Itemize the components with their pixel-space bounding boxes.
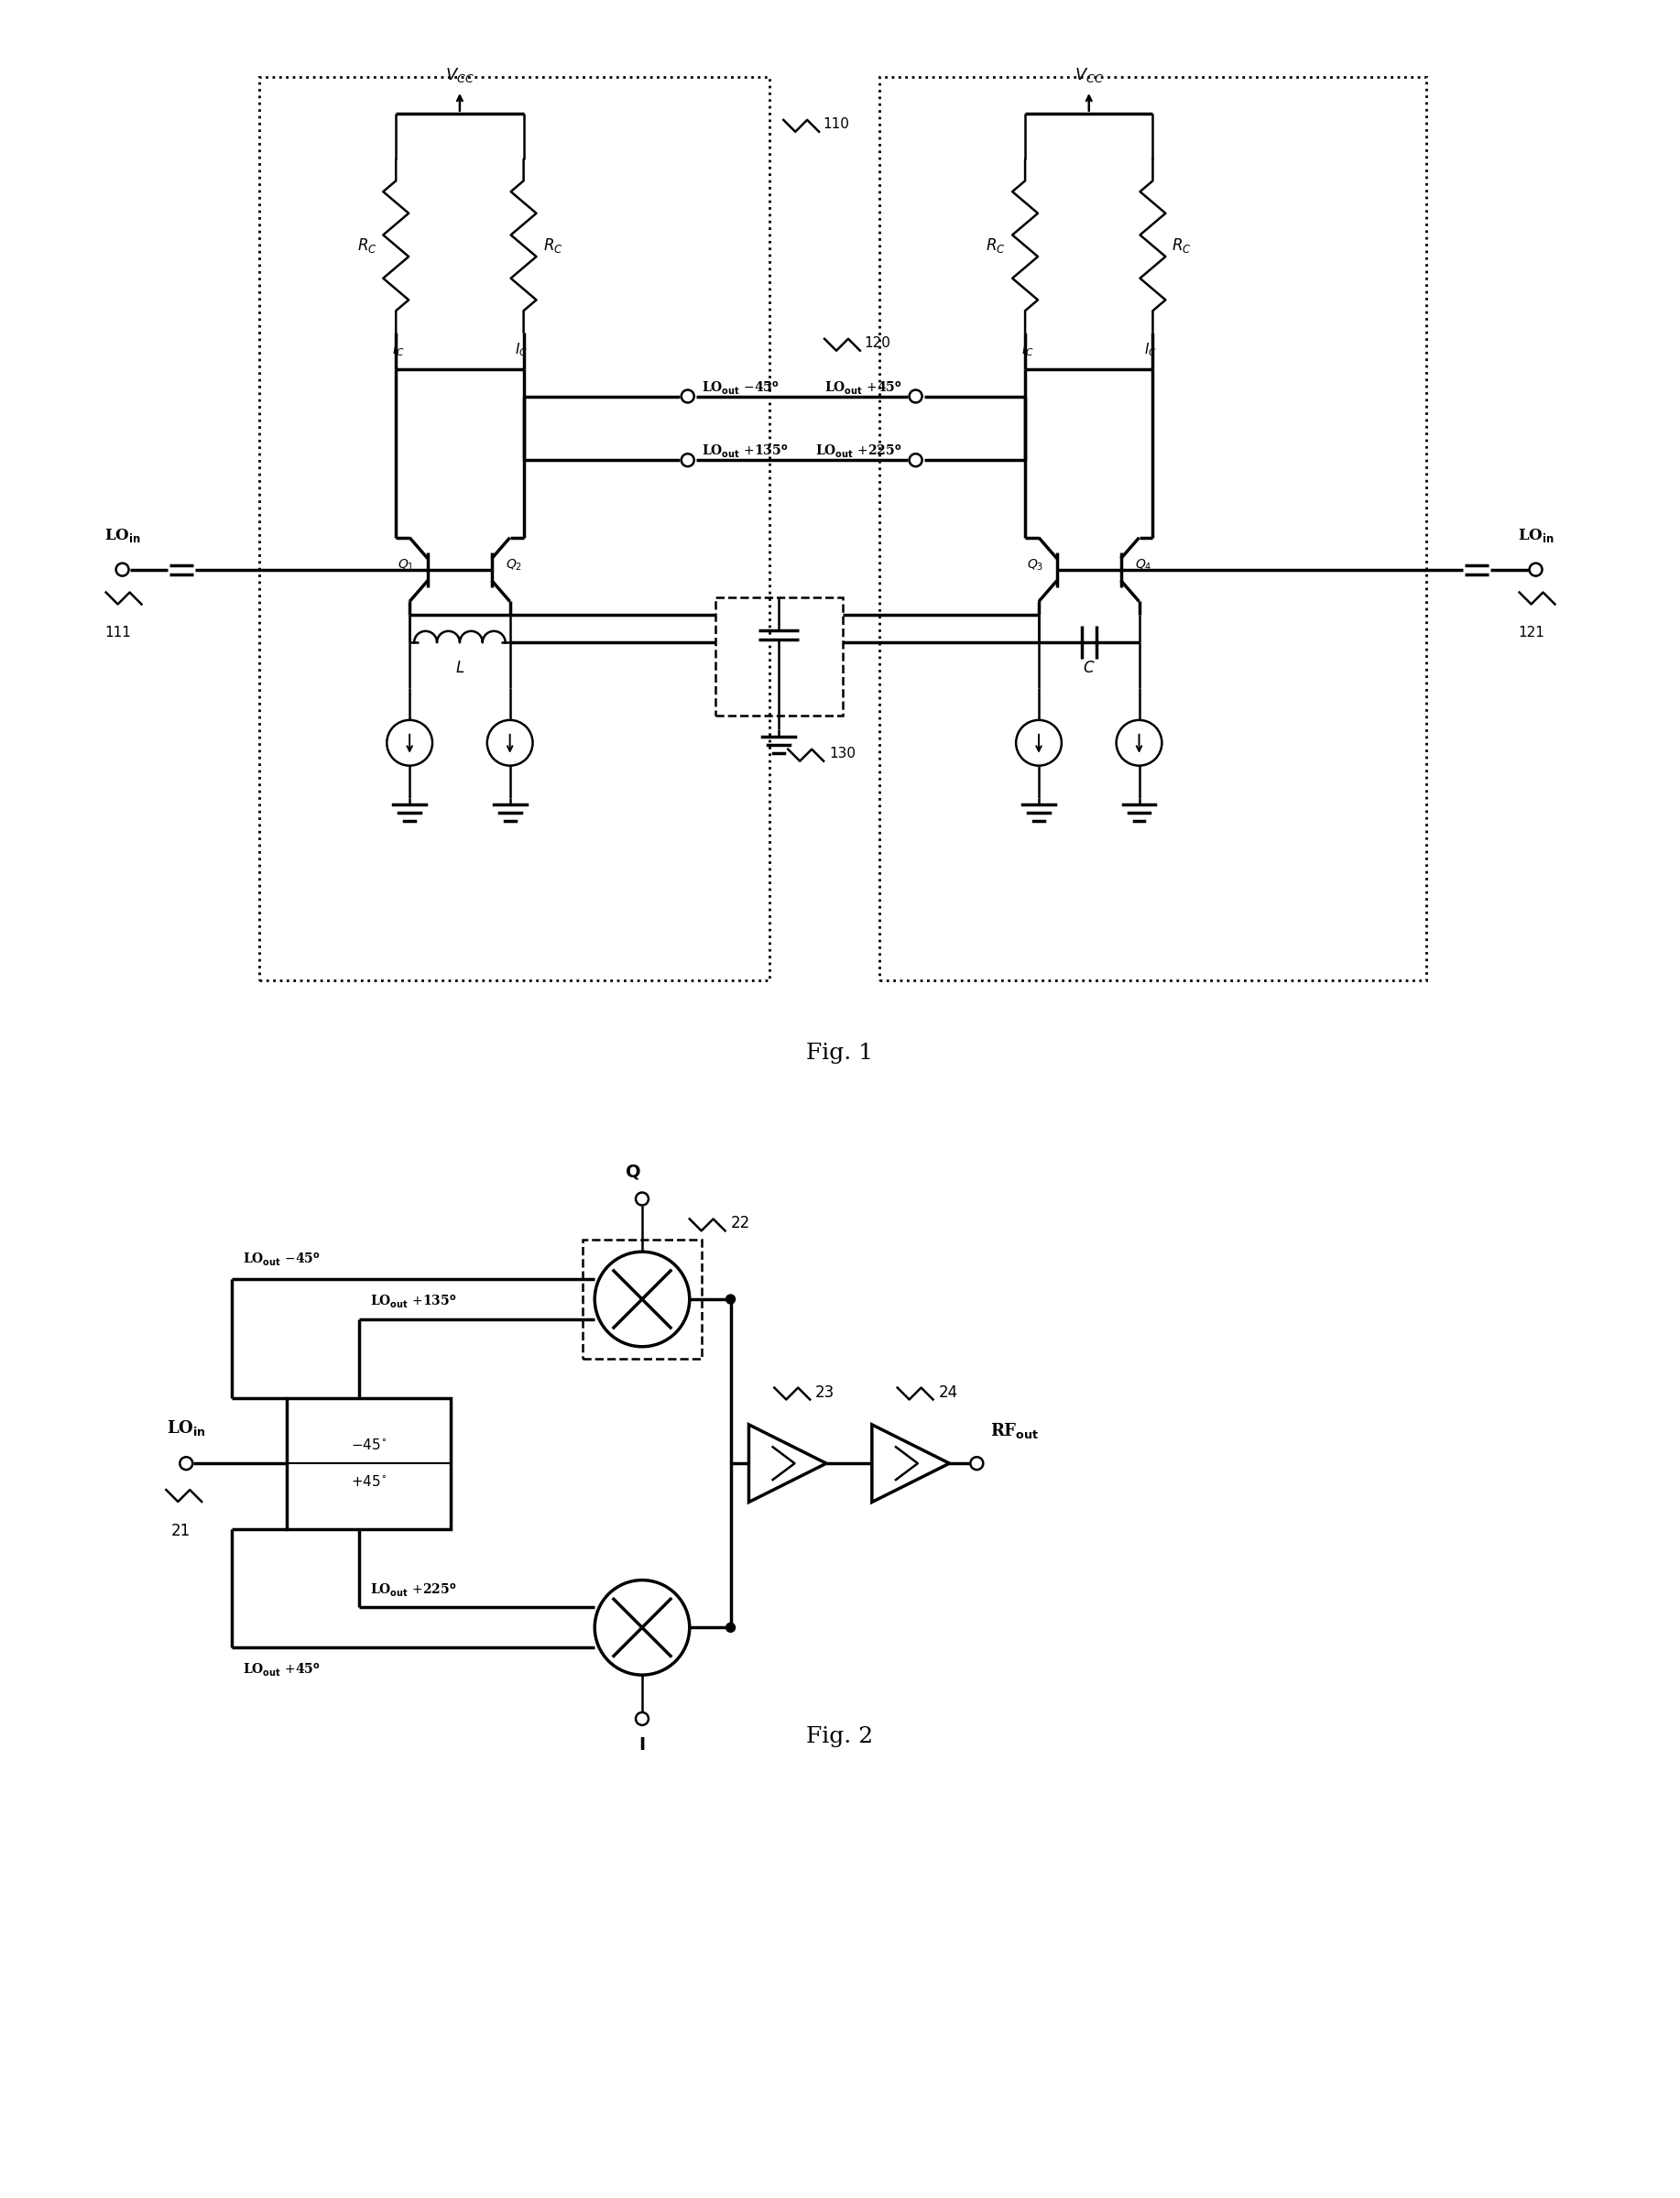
Text: 24: 24 bbox=[939, 1385, 958, 1400]
Text: LO$_{\mathbf{out}}$ $+$225$^{\mathbf{o}}$: LO$_{\mathbf{out}}$ $+$225$^{\mathbf{o}}… bbox=[370, 1583, 457, 1598]
Circle shape bbox=[386, 721, 432, 765]
Text: $L$: $L$ bbox=[455, 662, 464, 677]
Text: $I_C$: $I_C$ bbox=[1144, 341, 1156, 358]
Text: $V_{CC}$: $V_{CC}$ bbox=[445, 66, 474, 84]
Polygon shape bbox=[749, 1424, 827, 1501]
Text: LO$_{\mathbf{out}}$ $+$135$^{\mathbf{o}}$: LO$_{\mathbf{out}}$ $+$135$^{\mathbf{o}}… bbox=[701, 444, 788, 459]
Circle shape bbox=[595, 1253, 689, 1347]
Text: Fig. 2: Fig. 2 bbox=[806, 1725, 874, 1747]
Text: 111: 111 bbox=[104, 626, 131, 640]
Text: 21: 21 bbox=[171, 1523, 190, 1539]
Circle shape bbox=[116, 563, 129, 576]
Text: $I_C$: $I_C$ bbox=[1021, 341, 1035, 358]
Text: $R_C$: $R_C$ bbox=[356, 237, 376, 255]
Text: $R_C$: $R_C$ bbox=[1173, 237, 1191, 255]
Circle shape bbox=[635, 1712, 648, 1725]
Text: $R_C$: $R_C$ bbox=[543, 237, 563, 255]
Circle shape bbox=[682, 453, 694, 466]
Circle shape bbox=[1529, 563, 1542, 576]
Text: LO$_{\mathbf{in}}$: LO$_{\mathbf{in}}$ bbox=[1517, 528, 1554, 545]
Text: $Q_2$: $Q_2$ bbox=[506, 558, 522, 571]
Text: $R_C$: $R_C$ bbox=[986, 237, 1006, 255]
Text: LO$_{\mathbf{out}}$ $-$45$^{\mathbf{o}}$: LO$_{\mathbf{out}}$ $-$45$^{\mathbf{o}}$ bbox=[242, 1251, 321, 1268]
Polygon shape bbox=[872, 1424, 949, 1501]
Text: $Q_4$: $Q_4$ bbox=[1134, 558, 1151, 571]
Text: $V_{CC}$: $V_{CC}$ bbox=[1074, 66, 1104, 84]
Text: $\mathbf{Q}$: $\mathbf{Q}$ bbox=[625, 1163, 642, 1180]
Text: $I_C$: $I_C$ bbox=[514, 341, 528, 358]
Circle shape bbox=[487, 721, 533, 765]
Text: LO$_{\mathbf{out}}$ $+$45$^{\mathbf{o}}$: LO$_{\mathbf{out}}$ $+$45$^{\mathbf{o}}$ bbox=[242, 1662, 321, 1677]
Text: 110: 110 bbox=[823, 119, 848, 132]
Circle shape bbox=[635, 1194, 648, 1205]
Circle shape bbox=[726, 1622, 736, 1633]
Text: LO$_{\mathbf{out}}$ $+$45$^{\mathbf{o}}$: LO$_{\mathbf{out}}$ $+$45$^{\mathbf{o}}$ bbox=[825, 380, 902, 396]
Text: 121: 121 bbox=[1519, 626, 1544, 640]
Circle shape bbox=[682, 389, 694, 402]
Circle shape bbox=[1116, 721, 1163, 765]
Circle shape bbox=[971, 1457, 983, 1470]
Text: Fig. 1: Fig. 1 bbox=[806, 1042, 874, 1064]
Text: 130: 130 bbox=[828, 747, 855, 761]
Text: $-45^{\circ}$: $-45^{\circ}$ bbox=[351, 1437, 386, 1453]
Text: LO$_{\mathbf{in}}$: LO$_{\mathbf{in}}$ bbox=[104, 528, 141, 545]
Text: LO$_{\mathbf{in}}$: LO$_{\mathbf{in}}$ bbox=[166, 1418, 207, 1437]
Text: $+45^{\circ}$: $+45^{\circ}$ bbox=[351, 1475, 386, 1488]
Text: $I_C$: $I_C$ bbox=[393, 341, 405, 358]
Circle shape bbox=[595, 1580, 689, 1675]
Text: $Q_3$: $Q_3$ bbox=[1026, 558, 1043, 571]
Circle shape bbox=[909, 453, 922, 466]
Text: $\mathbf{I}$: $\mathbf{I}$ bbox=[638, 1736, 645, 1754]
Circle shape bbox=[726, 1295, 736, 1303]
Text: LO$_{\mathbf{out}}$ $-$45$^{\mathbf{o}}$: LO$_{\mathbf{out}}$ $-$45$^{\mathbf{o}}$ bbox=[701, 380, 780, 396]
Text: LO$_{\mathbf{out}}$ $+$225$^{\mathbf{o}}$: LO$_{\mathbf{out}}$ $+$225$^{\mathbf{o}}… bbox=[815, 444, 902, 459]
Circle shape bbox=[180, 1457, 193, 1470]
Text: $Q_1$: $Q_1$ bbox=[398, 558, 415, 571]
Text: 23: 23 bbox=[815, 1385, 835, 1400]
Text: $C$: $C$ bbox=[1082, 662, 1095, 677]
Text: 120: 120 bbox=[864, 336, 890, 349]
Text: LO$_{\mathbf{out}}$ $+$135$^{\mathbf{o}}$: LO$_{\mathbf{out}}$ $+$135$^{\mathbf{o}}… bbox=[370, 1292, 457, 1310]
Text: 22: 22 bbox=[731, 1215, 749, 1231]
Polygon shape bbox=[287, 1398, 450, 1530]
Circle shape bbox=[1016, 721, 1062, 765]
Text: RF$_{\mathbf{out}}$: RF$_{\mathbf{out}}$ bbox=[991, 1422, 1040, 1440]
Circle shape bbox=[909, 389, 922, 402]
